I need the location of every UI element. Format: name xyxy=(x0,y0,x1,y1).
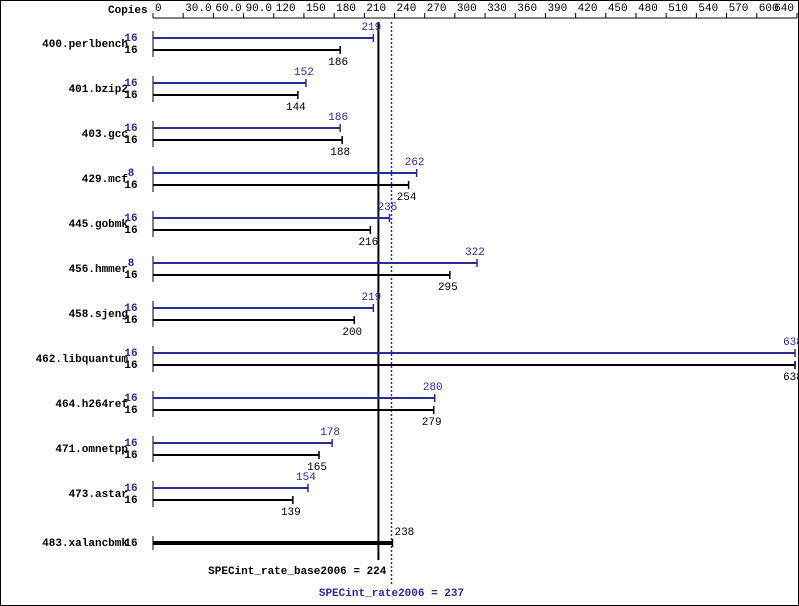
copies-label: 16 xyxy=(124,270,137,282)
benchmark-label: 458.sjeng xyxy=(69,309,128,321)
value-label: 254 xyxy=(397,192,417,204)
copies-label: 16 xyxy=(124,78,137,90)
copies-label: 16 xyxy=(124,393,137,405)
copies-label: 16 xyxy=(124,538,137,550)
value-label: 152 xyxy=(294,67,314,79)
benchmark-label: 456.hmmer xyxy=(69,264,128,276)
value-label: 188 xyxy=(330,147,350,159)
value-label: 200 xyxy=(342,327,362,339)
copies-label: 16 xyxy=(124,225,137,237)
value-label: 165 xyxy=(307,462,327,474)
value-label: 178 xyxy=(320,427,340,439)
benchmark-label: 464.h264ref xyxy=(55,399,128,411)
reference-label: SPECint_rate2006 = 237 xyxy=(319,588,464,600)
x-tick-label: 640 xyxy=(774,3,794,15)
value-label: 638 xyxy=(783,372,799,384)
copies-label: 16 xyxy=(124,315,137,327)
x-tick-label: 240 xyxy=(397,3,417,15)
value-label: 144 xyxy=(286,102,306,114)
value-label: 262 xyxy=(405,157,425,169)
reference-label: SPECint_rate_base2006 = 224 xyxy=(208,566,387,578)
x-tick-label: 120 xyxy=(276,3,296,15)
copies-label: 16 xyxy=(124,483,137,495)
copies-label: 16 xyxy=(124,348,137,360)
value-label: 235 xyxy=(378,202,398,214)
x-tick-label: 600 xyxy=(759,3,779,15)
copies-label: 16 xyxy=(124,213,137,225)
value-label: 238 xyxy=(394,527,414,539)
copies-label: 8 xyxy=(128,258,135,270)
x-tick-label: 330 xyxy=(487,3,507,15)
benchmark-label: 471.omnetpp xyxy=(55,444,128,456)
value-label: 186 xyxy=(328,57,348,69)
x-tick-label: 90.0 xyxy=(246,3,272,15)
value-label: 280 xyxy=(423,382,443,394)
x-tick-label: 150 xyxy=(306,3,326,15)
copies-label: 16 xyxy=(124,33,137,45)
copies-label: 16 xyxy=(124,135,137,147)
value-label: 279 xyxy=(422,417,442,429)
benchmark-label: 445.gobmk xyxy=(69,219,129,231)
x-tick-label: 480 xyxy=(638,3,658,15)
copies-label: 16 xyxy=(124,303,137,315)
x-tick-label: 0 xyxy=(155,3,162,15)
benchmark-label: 473.astar xyxy=(69,489,128,501)
benchmark-label: 400.perlbench xyxy=(42,39,128,51)
value-label: 219 xyxy=(361,292,381,304)
x-tick-label: 30.0 xyxy=(185,3,211,15)
benchmark-label: 462.libquantum xyxy=(36,354,129,366)
benchmark-label: 483.xalancbmk xyxy=(42,538,128,550)
copies-label: 16 xyxy=(124,495,137,507)
x-tick-label: 210 xyxy=(366,3,386,15)
x-tick-label: 180 xyxy=(336,3,356,15)
value-label: 216 xyxy=(358,237,378,249)
value-label: 139 xyxy=(281,507,301,519)
benchmark-label: 403.gcc xyxy=(82,129,128,141)
x-tick-label: 540 xyxy=(698,3,718,15)
benchmark-label: 429.mcf xyxy=(82,174,129,186)
x-tick-label: 570 xyxy=(729,3,749,15)
x-tick-label: 360 xyxy=(517,3,537,15)
x-tick-label: 300 xyxy=(457,3,477,15)
copies-label: 16 xyxy=(124,438,137,450)
value-label: 154 xyxy=(296,472,316,484)
copies-label: 8 xyxy=(128,168,135,180)
copies-label: 16 xyxy=(124,180,137,192)
copies-label: 16 xyxy=(124,123,137,135)
x-tick-label: 270 xyxy=(427,3,447,15)
value-label: 295 xyxy=(438,282,458,294)
copies-label: 16 xyxy=(124,405,137,417)
copies-header: Copies xyxy=(108,5,148,17)
x-tick-label: 390 xyxy=(547,3,567,15)
benchmark-label: 401.bzip2 xyxy=(69,84,128,96)
value-label: 322 xyxy=(465,247,485,259)
copies-label: 16 xyxy=(124,450,137,462)
copies-label: 16 xyxy=(124,45,137,57)
x-tick-label: 510 xyxy=(668,3,688,15)
x-tick-label: 450 xyxy=(608,3,628,15)
x-tick-label: 60.0 xyxy=(215,3,241,15)
x-tick-label: 420 xyxy=(578,3,598,15)
copies-label: 16 xyxy=(124,360,137,372)
value-label: 638 xyxy=(783,337,799,349)
value-label: 186 xyxy=(328,112,348,124)
copies-label: 16 xyxy=(124,90,137,102)
value-label: 219 xyxy=(361,22,381,34)
